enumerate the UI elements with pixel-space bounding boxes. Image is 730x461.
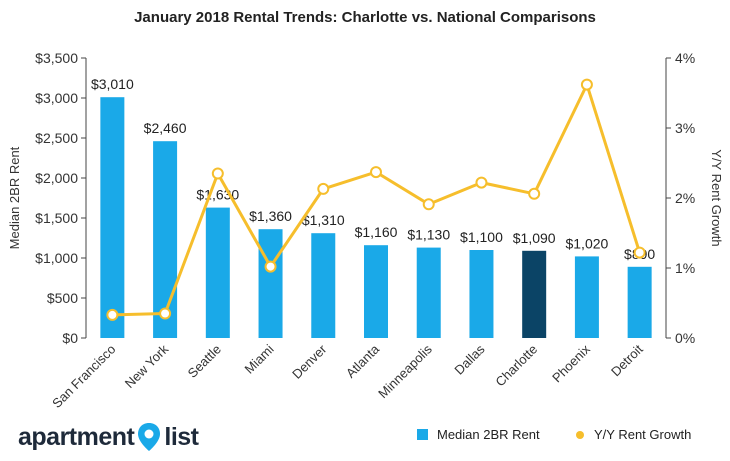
- category-label: Atlanta: [343, 341, 383, 381]
- apartment-list-logo: apartment list: [18, 422, 199, 452]
- bar-value-label: $1,020: [565, 235, 608, 251]
- bar: [469, 250, 494, 338]
- category-label: San Francisco: [49, 342, 118, 411]
- y2-tick-label: 0%: [675, 330, 695, 346]
- bar-value-label: $1,100: [460, 229, 503, 245]
- category-label: Detroit: [608, 341, 646, 379]
- legend: Median 2BR Rent Y/Y Rent Growth: [417, 427, 691, 442]
- growth-point: [211, 167, 224, 180]
- growth-point: [422, 198, 435, 211]
- y-tick-label: $2,000: [35, 170, 78, 186]
- category-label: Miami: [242, 341, 277, 376]
- y-tick-label: $1,500: [35, 210, 78, 226]
- y2-tick-label: 2%: [675, 190, 695, 206]
- bar-value-label: $1,090: [513, 230, 556, 246]
- bar: [258, 229, 283, 338]
- bar: [311, 233, 336, 338]
- y-tick-label: $3,500: [35, 50, 78, 66]
- growth-point: [106, 308, 119, 321]
- category-label: Phoenix: [549, 341, 593, 385]
- growth-point: [159, 307, 172, 320]
- bar: [627, 266, 652, 338]
- y2-axis-label: Y/Y Rent Growth: [709, 149, 724, 246]
- bar-value-label: $1,360: [249, 208, 292, 224]
- bar-value-label: $1,310: [302, 212, 345, 228]
- bar: [364, 245, 388, 338]
- bar: [100, 97, 125, 338]
- category-label: Dallas: [451, 341, 488, 378]
- category-label: New York: [122, 341, 172, 391]
- category-label: Minneapolis: [375, 341, 435, 401]
- y-tick-label: $500: [47, 290, 78, 306]
- bar: [205, 207, 230, 338]
- legend-bar-label: Median 2BR Rent: [437, 427, 540, 442]
- chart-title: January 2018 Rental Trends: Charlotte vs…: [134, 9, 596, 26]
- growth-point: [633, 246, 646, 259]
- y-tick-label: $0: [62, 330, 78, 346]
- right-axis: 0% 1% 2% 3% 4%: [665, 50, 695, 346]
- y2-tick-label: 1%: [675, 260, 695, 276]
- bar-value-label: $1,160: [355, 224, 398, 240]
- growth-point: [580, 78, 593, 91]
- left-axis: $0 $500 $1,000 $1,500 $2,000 $2,500 $3,000 $3,5…: [35, 50, 87, 346]
- bar-value-label: $3,010: [91, 76, 134, 92]
- bar: [574, 256, 599, 338]
- legend-bar-swatch: [417, 429, 428, 440]
- category-label: Denver: [289, 341, 330, 382]
- growth-point: [475, 176, 488, 189]
- map-pin-icon: [136, 422, 162, 452]
- legend-line-label: Y/Y Rent Growth: [594, 427, 691, 442]
- y-tick-label: $1,000: [35, 250, 78, 266]
- y2-tick-label: 4%: [675, 50, 695, 66]
- bar: [522, 250, 547, 338]
- bar: [416, 247, 441, 338]
- category-labels: San Francisco New York Seattle Miami Denver A…: [49, 341, 646, 411]
- y-tick-label: $3,000: [35, 90, 78, 106]
- y-tick-label: $2,500: [35, 130, 78, 146]
- bar-value-label: $2,460: [144, 120, 187, 136]
- bars: [100, 97, 652, 338]
- category-label: Seattle: [185, 342, 224, 381]
- logo-text-list: list: [164, 422, 199, 451]
- growth-point: [528, 187, 541, 200]
- legend-line-swatch: [576, 431, 584, 439]
- y-axis-label: Median 2BR Rent: [7, 146, 22, 249]
- growth-point: [317, 182, 330, 195]
- growth-point: [370, 166, 382, 179]
- growth-line: [106, 78, 646, 321]
- bar-value-label: $1,130: [407, 227, 450, 243]
- growth-point: [264, 260, 277, 273]
- bar: [153, 141, 178, 338]
- category-label: Charlotte: [492, 342, 540, 390]
- logo-text-apartment: apartment: [18, 422, 135, 451]
- y2-tick-label: 3%: [675, 120, 695, 136]
